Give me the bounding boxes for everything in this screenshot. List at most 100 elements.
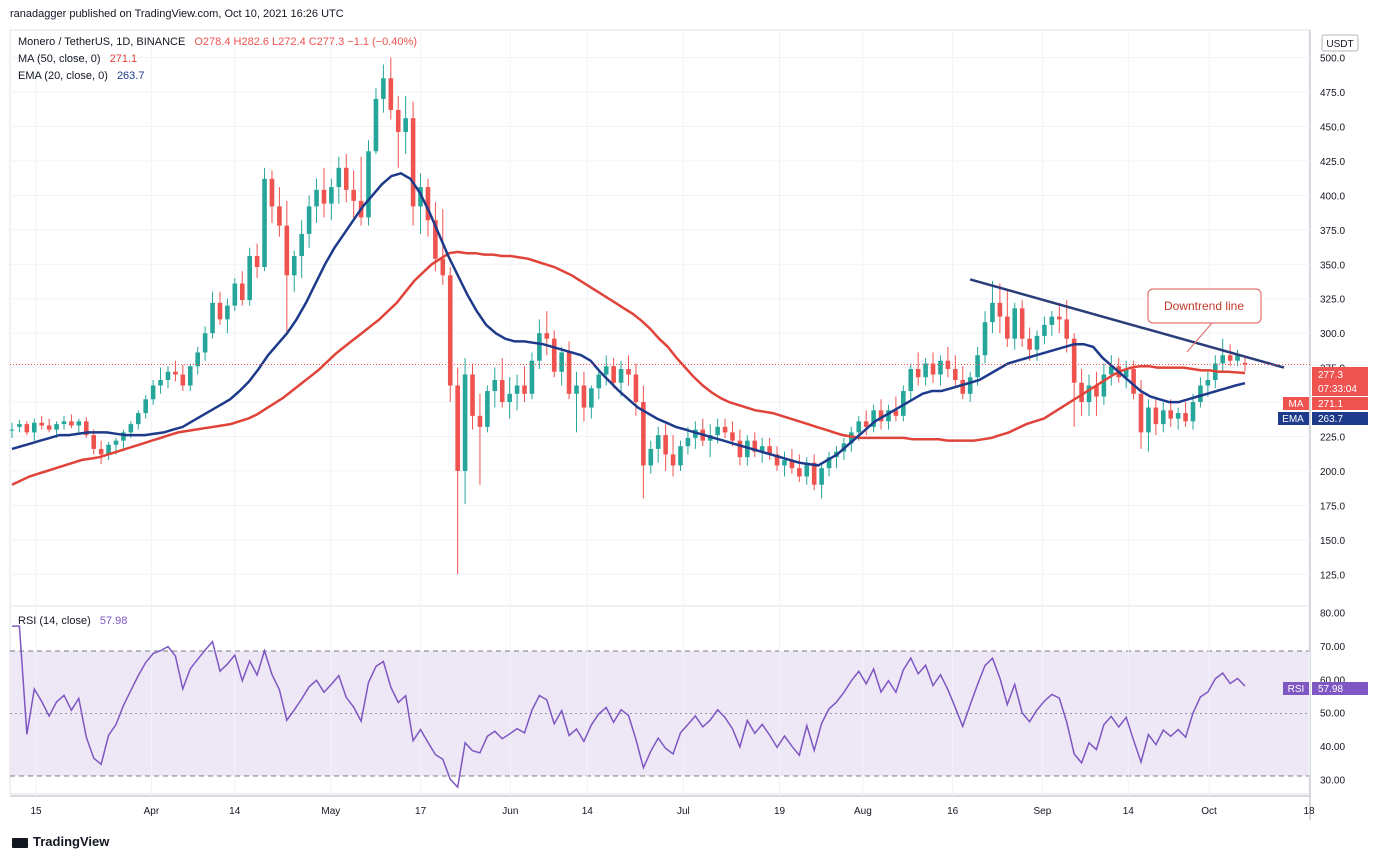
price-tick-label: 175.0 <box>1320 501 1345 512</box>
rsi-legend-label: RSI (14, close) <box>18 615 91 627</box>
candle <box>915 352 921 386</box>
candle <box>886 404 891 430</box>
candle <box>299 220 304 279</box>
candle <box>1190 393 1196 430</box>
ma-legend[interactable]: MA (50, close, 0) 271.1 <box>18 53 137 65</box>
candle-body <box>1049 316 1055 325</box>
candle-body <box>395 109 401 132</box>
candle <box>826 451 832 477</box>
rsi-line <box>12 625 1246 789</box>
candle-body <box>997 302 1003 317</box>
candle-body <box>648 448 654 466</box>
candle-body <box>1034 335 1040 350</box>
candle-body <box>76 421 82 426</box>
candle <box>1027 327 1032 361</box>
candle-body <box>135 413 141 425</box>
candle-body <box>1012 308 1018 339</box>
ma50-line <box>11 250 1246 486</box>
candle <box>202 326 208 361</box>
candle-body <box>91 435 97 449</box>
candle <box>247 247 252 306</box>
candle-body <box>975 355 980 378</box>
candle <box>158 367 163 394</box>
candle-body <box>759 446 765 452</box>
candle-body <box>1019 308 1025 339</box>
candle-body <box>856 421 862 433</box>
candle-body <box>1168 410 1174 419</box>
candle-body <box>722 426 728 433</box>
candle <box>938 355 943 386</box>
candle <box>17 419 22 433</box>
candle-body <box>173 371 178 375</box>
candle-body <box>960 380 966 394</box>
price-pane-frame <box>9 29 1311 607</box>
candle-body <box>165 371 171 381</box>
candle-body <box>343 167 349 190</box>
downtrend-line[interactable] <box>969 278 1285 369</box>
candle-body <box>544 333 550 339</box>
rsi-tick-label: 50.00 <box>1320 709 1345 720</box>
candle <box>1168 399 1174 427</box>
candle-body <box>930 363 936 375</box>
candle-body <box>254 255 260 268</box>
candle <box>351 170 356 221</box>
candle <box>410 101 416 226</box>
candle <box>470 363 475 430</box>
candle <box>277 187 282 237</box>
candle <box>91 429 97 455</box>
candle <box>61 415 67 430</box>
candle-body <box>217 302 223 320</box>
candle <box>670 435 676 477</box>
symbol-legend[interactable]: Monero / TetherUS, 1D, BINANCE O278.4 H2… <box>18 36 417 48</box>
brand-logo[interactable]: TradingView <box>12 834 109 849</box>
candle <box>967 371 973 403</box>
candle-body <box>1079 382 1084 403</box>
candle <box>239 271 245 306</box>
candle-body <box>938 360 943 375</box>
candle-body <box>1108 366 1114 375</box>
candle-body <box>470 374 475 416</box>
candle <box>24 421 30 436</box>
candle <box>514 374 520 411</box>
candle <box>462 357 468 505</box>
candle-body <box>1005 316 1010 339</box>
candle-body <box>46 425 52 430</box>
candle-body <box>811 462 817 485</box>
candle-body <box>121 432 126 441</box>
candle <box>173 360 178 382</box>
candle <box>217 291 223 325</box>
downtrend-annotation[interactable]: Downtrend line <box>1147 288 1262 353</box>
candle <box>930 352 936 383</box>
candle <box>262 167 267 272</box>
candle-body <box>1190 402 1196 422</box>
candle <box>150 380 156 405</box>
candle <box>210 291 215 339</box>
candle <box>782 451 787 477</box>
candle-body <box>158 380 163 386</box>
currency-tag[interactable]: USDT <box>1321 34 1359 52</box>
rsi-tick-label: 70.00 <box>1320 642 1345 653</box>
candle-body <box>39 422 45 426</box>
candle <box>485 385 490 433</box>
candle-body <box>492 380 498 392</box>
last-price-tag: 277.3 07:33:04 <box>1312 367 1368 396</box>
candle-body <box>1057 316 1062 320</box>
time-tick-label: Oct <box>1201 806 1217 817</box>
candle <box>529 352 535 400</box>
candle-body <box>537 333 542 361</box>
candle-body <box>225 305 230 320</box>
candle-body <box>603 366 609 375</box>
candle <box>990 280 995 334</box>
candle <box>455 367 460 575</box>
candle-body <box>150 385 156 400</box>
rsi-legend[interactable]: RSI (14, close) 57.98 <box>18 615 127 627</box>
candle <box>745 435 750 466</box>
ema-legend[interactable]: EMA (20, close, 0) 263.7 <box>18 70 144 82</box>
candle <box>284 200 290 334</box>
candle-body <box>670 454 676 466</box>
rsi-tick-label: 30.00 <box>1320 775 1345 786</box>
candle <box>121 429 126 449</box>
candle <box>603 355 609 386</box>
candle <box>492 367 498 408</box>
